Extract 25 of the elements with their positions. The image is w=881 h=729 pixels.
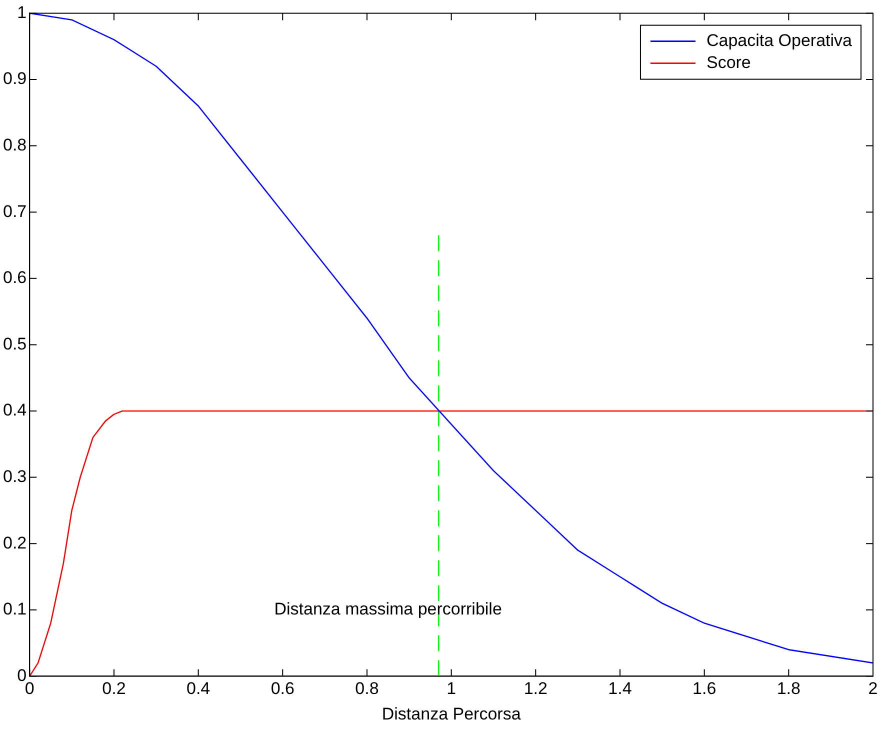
x-tick-label: 1.2: [524, 679, 548, 698]
x-tick-label: 2: [868, 679, 878, 698]
y-tick-label: 0.2: [2, 533, 27, 552]
x-axis-title: Distanza Percorsa: [382, 704, 522, 724]
y-tick-label: 0.1: [2, 600, 27, 619]
x-tick-label: 1: [446, 679, 456, 698]
y-tick-label: 0.5: [2, 334, 27, 354]
x-tick-label: 1.8: [776, 679, 800, 698]
y-tick-label: 0: [17, 666, 27, 685]
x-tick-label: 0.6: [270, 679, 294, 698]
y-tick-label: 0.9: [2, 69, 27, 88]
y-tick-label: 0.8: [2, 135, 27, 154]
y-tick-label: 1: [17, 2, 27, 22]
legend-label: Capacita Operativa: [706, 30, 853, 50]
x-tick-label: 0.2: [102, 679, 126, 698]
legend-label: Score: [706, 52, 751, 72]
x-tick-label: 0.4: [186, 679, 210, 698]
x-tick-label: 0.8: [355, 679, 379, 698]
annotation: Distanza massima percorribile: [274, 600, 502, 619]
y-tick-label: 0.3: [2, 466, 27, 486]
x-tick-label: 1.6: [692, 679, 716, 698]
x-tick-label: 1.4: [608, 679, 632, 698]
y-tick-label: 0.6: [2, 268, 27, 288]
y-tick-label: 0.4: [2, 400, 27, 420]
y-tick-label: 0.7: [2, 202, 27, 221]
